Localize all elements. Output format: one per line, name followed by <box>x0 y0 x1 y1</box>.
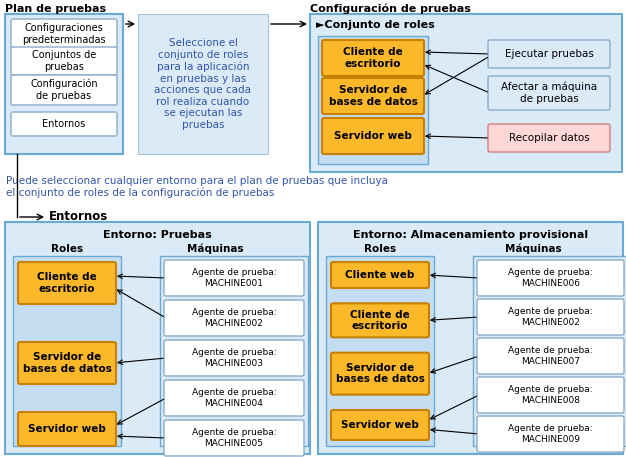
Text: Ejecutar pruebas: Ejecutar pruebas <box>505 49 593 59</box>
Bar <box>318 36 428 164</box>
FancyBboxPatch shape <box>164 260 304 296</box>
Bar <box>160 256 308 446</box>
Text: Agente de prueba:
MACHINE004: Agente de prueba: MACHINE004 <box>192 388 276 408</box>
FancyBboxPatch shape <box>331 262 429 288</box>
Text: Servidor web: Servidor web <box>341 420 419 430</box>
FancyBboxPatch shape <box>488 40 610 68</box>
Text: Cliente de
escritorio: Cliente de escritorio <box>350 309 410 331</box>
FancyBboxPatch shape <box>18 342 116 384</box>
Text: Servidor web: Servidor web <box>334 131 412 141</box>
Text: ►Conjunto de roles: ►Conjunto de roles <box>316 20 434 30</box>
Text: Entorno: Pruebas: Entorno: Pruebas <box>103 230 212 240</box>
FancyBboxPatch shape <box>11 112 117 136</box>
Text: Entornos: Entornos <box>43 119 86 129</box>
Text: Agente de prueba:
MACHINE003: Agente de prueba: MACHINE003 <box>192 348 276 368</box>
FancyBboxPatch shape <box>322 78 424 114</box>
FancyBboxPatch shape <box>331 303 429 337</box>
FancyBboxPatch shape <box>488 76 610 110</box>
Bar <box>13 256 121 446</box>
Text: Agente de prueba:
MACHINE007: Agente de prueba: MACHINE007 <box>508 346 593 366</box>
Bar <box>318 222 623 454</box>
Text: Recopilar datos: Recopilar datos <box>508 133 589 143</box>
Text: Agente de prueba:
MACHINE001: Agente de prueba: MACHINE001 <box>192 268 276 288</box>
Bar <box>326 256 434 446</box>
Text: Plan de pruebas: Plan de pruebas <box>5 4 106 14</box>
FancyBboxPatch shape <box>164 420 304 456</box>
FancyBboxPatch shape <box>164 300 304 336</box>
Text: Agente de prueba:
MACHINE008: Agente de prueba: MACHINE008 <box>508 385 593 405</box>
Text: Máquinas: Máquinas <box>505 244 562 255</box>
FancyBboxPatch shape <box>322 40 424 76</box>
FancyBboxPatch shape <box>11 75 117 105</box>
Text: Agente de prueba:
MACHINE006: Agente de prueba: MACHINE006 <box>508 268 593 288</box>
Bar <box>310 14 622 172</box>
FancyBboxPatch shape <box>331 353 429 395</box>
FancyBboxPatch shape <box>18 412 116 446</box>
Text: Servidor de
bases de datos: Servidor de bases de datos <box>336 363 424 384</box>
Text: Agente de prueba:
MACHINE002: Agente de prueba: MACHINE002 <box>192 308 276 328</box>
FancyBboxPatch shape <box>477 416 624 452</box>
Text: Entorno: Almacenamiento provisional: Entorno: Almacenamiento provisional <box>353 230 588 240</box>
Bar <box>473 256 626 446</box>
FancyBboxPatch shape <box>164 340 304 376</box>
FancyBboxPatch shape <box>322 118 424 154</box>
FancyBboxPatch shape <box>477 260 624 296</box>
Text: Conjuntos de
pruebas: Conjuntos de pruebas <box>32 50 96 72</box>
Text: Máquinas: Máquinas <box>187 244 244 255</box>
FancyBboxPatch shape <box>488 124 610 152</box>
Bar <box>5 222 310 454</box>
Text: Servidor de
bases de datos: Servidor de bases de datos <box>23 352 111 374</box>
Bar <box>5 14 123 154</box>
FancyBboxPatch shape <box>477 338 624 374</box>
Text: Puede seleccionar cualquier entorno para el plan de pruebas que incluya
el conju: Puede seleccionar cualquier entorno para… <box>6 176 388 198</box>
FancyBboxPatch shape <box>331 410 429 440</box>
Text: Servidor web: Servidor web <box>28 424 106 434</box>
FancyBboxPatch shape <box>11 19 117 49</box>
Text: Entornos: Entornos <box>49 210 108 223</box>
Text: Cliente de
escritorio: Cliente de escritorio <box>37 272 97 294</box>
Text: Cliente web: Cliente web <box>346 270 414 280</box>
Text: Configuraciones
predeterminadas: Configuraciones predeterminadas <box>22 23 106 45</box>
Text: Configuración de pruebas: Configuración de pruebas <box>310 4 471 15</box>
Text: Agente de prueba:
MACHINE005: Agente de prueba: MACHINE005 <box>192 428 276 448</box>
Text: Servidor de
bases de datos: Servidor de bases de datos <box>329 85 418 107</box>
FancyBboxPatch shape <box>477 299 624 335</box>
Text: Roles: Roles <box>51 244 83 254</box>
Text: Agente de prueba:
MACHINE002: Agente de prueba: MACHINE002 <box>508 307 593 327</box>
Bar <box>138 14 268 154</box>
FancyBboxPatch shape <box>477 377 624 413</box>
Text: Afectar a máquina
de pruebas: Afectar a máquina de pruebas <box>501 82 597 104</box>
Text: Agente de prueba:
MACHINE009: Agente de prueba: MACHINE009 <box>508 424 593 444</box>
FancyBboxPatch shape <box>164 380 304 416</box>
Text: Roles: Roles <box>364 244 396 254</box>
Text: Cliente de
escritorio: Cliente de escritorio <box>343 47 403 69</box>
Text: Seleccione el
conjunto de roles
para la aplicación
en pruebas y las
acciones que: Seleccione el conjunto de roles para la … <box>155 38 252 130</box>
FancyBboxPatch shape <box>18 262 116 304</box>
Text: Configuración
de pruebas: Configuración de pruebas <box>30 79 98 101</box>
FancyBboxPatch shape <box>11 47 117 75</box>
